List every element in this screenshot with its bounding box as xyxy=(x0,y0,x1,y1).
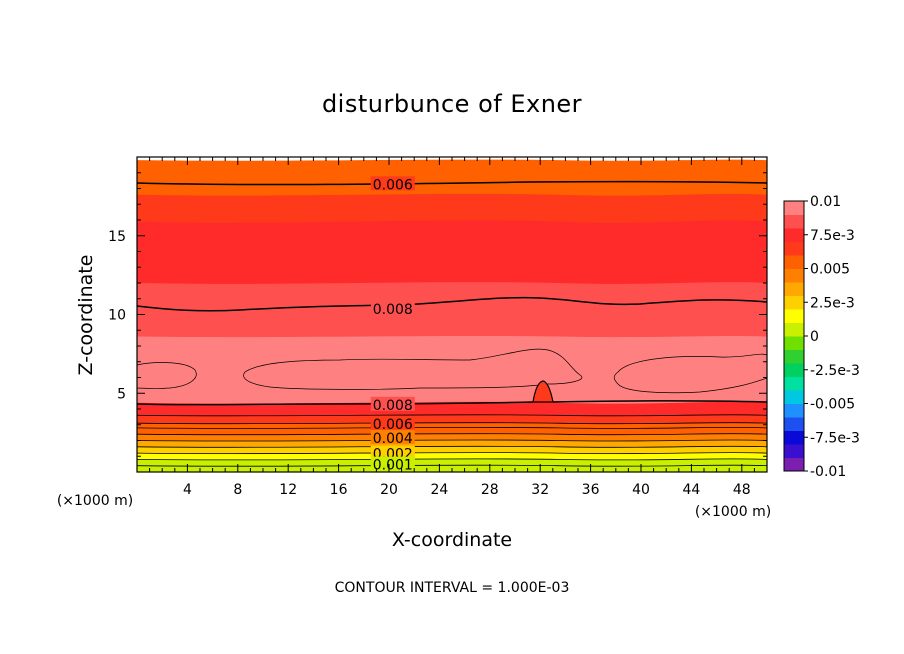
contour-line xyxy=(137,439,767,442)
colorbar-swatch xyxy=(784,376,804,391)
colorbar-tick-label: 0.005 xyxy=(810,262,850,278)
colorbar-swatch xyxy=(784,282,804,296)
contour-label: 0.008 xyxy=(373,398,413,414)
x-unit-left: (×1000 m) xyxy=(57,493,133,509)
colorbar-swatch xyxy=(784,417,804,431)
x-tick-label: 32 xyxy=(531,482,549,498)
colorbar-swatch xyxy=(784,444,804,458)
y-tick-label: 15 xyxy=(108,229,126,245)
contour-label-bg xyxy=(370,429,415,444)
contour-label: 0.006 xyxy=(373,417,413,433)
contour-bump xyxy=(532,380,554,403)
x-tick-label: 28 xyxy=(481,482,499,498)
colorbar-tick-label: -7.5e-3 xyxy=(810,430,860,446)
colorbar-swatch xyxy=(784,390,804,404)
colorbar-tick-label: -0.005 xyxy=(810,397,855,413)
colorbar-swatch xyxy=(784,214,804,229)
contour-label-bg xyxy=(370,445,415,460)
contour-fill-bands xyxy=(137,159,767,472)
contour-label: 0.008 xyxy=(373,302,413,318)
colorbar-tick-label: 0.01 xyxy=(810,194,841,210)
colorbar-swatch xyxy=(784,241,804,256)
contour-label: 0.006 xyxy=(373,177,413,193)
contour-label-bg xyxy=(370,415,415,430)
contour-label: 0.004 xyxy=(373,431,413,447)
contour-label-bg xyxy=(370,300,415,315)
colorbar-swatch xyxy=(784,403,804,418)
x-tick-label: 36 xyxy=(582,482,600,498)
x-tick-label: 4 xyxy=(183,482,192,498)
colorbar xyxy=(784,201,804,472)
colorbar-ticks: 0.01 7.5e-3 0.005 2.5e-3 0 -2.5e-3 -0.005 -7.5e… xyxy=(804,194,860,480)
contour-line xyxy=(137,464,767,467)
colorbar-swatch xyxy=(784,268,804,283)
contour-line xyxy=(137,458,767,461)
contour-label-bg xyxy=(370,456,415,471)
x-tick-label: 8 xyxy=(233,482,242,498)
y-axis-label: Z-coordinate xyxy=(75,255,97,376)
colorbar-tick-label: -2.5e-3 xyxy=(810,363,860,379)
contour-line-0.008-mid xyxy=(137,296,767,312)
contour-blob-left xyxy=(137,362,197,389)
contour-label-bg xyxy=(370,176,415,191)
colorbar-tick-label: 2.5e-3 xyxy=(810,295,855,311)
x-tick-label: 44 xyxy=(682,482,700,498)
colorbar-swatch xyxy=(784,336,804,350)
x-tick-label: 40 xyxy=(632,482,650,498)
contour-line xyxy=(137,445,767,448)
colorbar-swatch xyxy=(784,255,804,269)
contour-line xyxy=(137,414,767,417)
y-tick-label: 10 xyxy=(108,308,126,324)
chart-title: disturbunce of Exner xyxy=(322,90,582,118)
colorbar-swatch xyxy=(784,322,804,337)
x-tick-label: 12 xyxy=(279,482,297,498)
colorbar-tick-label: 0 xyxy=(810,329,819,345)
high-value-regions xyxy=(137,348,767,403)
contour-label-bg xyxy=(370,396,415,411)
x-axis-ticks: 4 8 12 16 20 24 28 32 36 40 44 48 xyxy=(149,157,755,498)
colorbar-swatch xyxy=(784,363,804,377)
contour-interval-note: CONTOUR INTERVAL = 1.000E-03 xyxy=(335,580,570,596)
contour-line xyxy=(137,426,767,429)
contour-line xyxy=(137,452,767,455)
x-unit-right: (×1000 m) xyxy=(695,504,771,520)
colorbar-tick-label: 7.5e-3 xyxy=(810,228,855,244)
colorbar-swatch xyxy=(784,457,804,472)
y-tick-label: 5 xyxy=(117,386,126,402)
contour-blob-center xyxy=(243,348,583,390)
contour-label: 0.001 xyxy=(373,458,413,474)
colorbar-swatch xyxy=(784,228,804,242)
contour-line xyxy=(137,422,767,425)
colorbar-swatch xyxy=(784,349,804,364)
x-tick-label: 24 xyxy=(430,482,448,498)
colorbar-swatch xyxy=(784,295,804,310)
contour-line xyxy=(137,433,767,436)
contour-blob-right xyxy=(613,353,767,394)
low-contour-lines xyxy=(137,414,767,467)
x-tick-label: 20 xyxy=(380,482,398,498)
colorbar-swatch xyxy=(784,201,804,215)
colorbar-swatch xyxy=(784,309,804,323)
colorbar-swatch xyxy=(784,430,804,445)
y-axis-ticks: 5 10 15 xyxy=(108,172,767,457)
contour-line-0.006-top xyxy=(137,180,767,186)
x-tick-label: 16 xyxy=(330,482,348,498)
colorbar-tick-label: -0.01 xyxy=(810,464,846,480)
x-tick-label: 48 xyxy=(733,482,751,498)
x-axis-label: X-coordinate xyxy=(392,529,512,551)
